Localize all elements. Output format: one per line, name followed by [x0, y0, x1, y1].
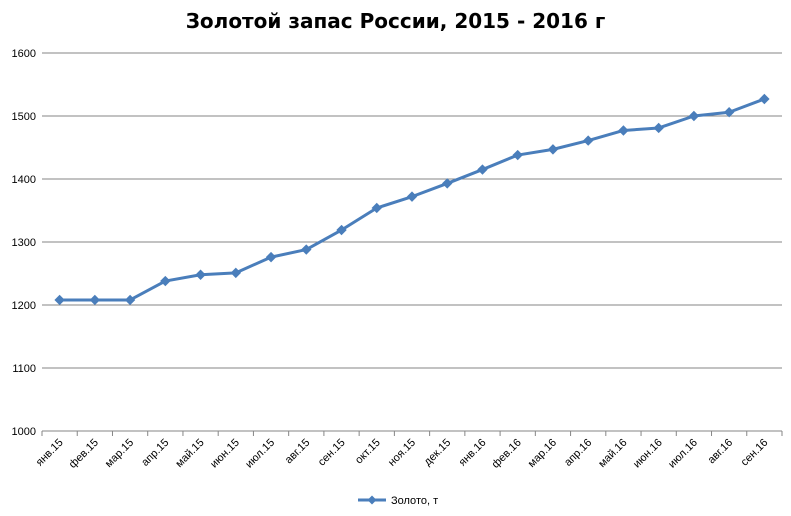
x-tick-label: авг.15: [283, 437, 313, 467]
data-point: [442, 178, 453, 189]
x-tick-label: июл.16: [666, 437, 700, 471]
y-tick-label: 1200: [12, 300, 36, 312]
y-tick-label: 1000: [12, 426, 36, 438]
data-point: [512, 149, 523, 161]
data-point: [477, 164, 488, 175]
data-point: [301, 244, 312, 255]
x-tick-label: апр.16: [562, 437, 594, 469]
x-tick-label: ноя.15: [386, 437, 418, 469]
x-tick-label: фев.15: [67, 437, 101, 471]
x-tick-label: май.16: [596, 437, 629, 470]
x-tick-label: мар.16: [526, 437, 559, 470]
x-tick-label: май.15: [173, 437, 206, 470]
y-tick-label: 1600: [12, 48, 36, 60]
x-tick-label: окт.15: [353, 437, 383, 467]
data-point: [688, 110, 700, 122]
data-point: [547, 144, 559, 155]
x-tick-label: июн.15: [208, 437, 242, 471]
x-tick-label: июл.15: [243, 437, 277, 471]
y-tick-label: 1300: [12, 237, 36, 249]
data-point: [653, 122, 664, 134]
data-point: [124, 294, 136, 306]
data-point: [371, 202, 382, 214]
y-tick-label: 1100: [12, 363, 36, 375]
x-tick-label: мар.15: [103, 437, 136, 470]
x-tick-label: дек.15: [422, 437, 454, 469]
data-point: [54, 294, 65, 306]
data-point: [582, 135, 594, 146]
x-tick-label: апр.15: [139, 437, 171, 469]
x-tick-label: сен.16: [739, 437, 771, 469]
y-tick-label: 1500: [12, 111, 36, 123]
x-tick-label: сен.15: [316, 437, 348, 469]
legend-marker: [367, 495, 377, 505]
y-tick-label: 1400: [12, 174, 36, 186]
x-tick-label: янв.15: [34, 437, 66, 469]
data-point: [89, 294, 101, 306]
x-tick-label: янв.16: [457, 437, 489, 469]
data-point: [336, 224, 347, 236]
data-point: [160, 275, 171, 287]
data-point: [759, 93, 770, 105]
x-tick-label: июн.16: [631, 437, 665, 471]
data-point: [265, 251, 277, 263]
data-point: [723, 107, 735, 118]
x-tick-label: фев.16: [490, 437, 524, 471]
data-point: [618, 125, 629, 136]
chart-title: Золотой запас России, 2015 - 2016 г: [185, 9, 606, 33]
data-point: [195, 269, 206, 280]
legend-label: Золото, т: [391, 495, 438, 507]
data-point: [406, 191, 418, 202]
data-point: [230, 267, 242, 279]
x-tick-label: авг.16: [706, 437, 736, 467]
